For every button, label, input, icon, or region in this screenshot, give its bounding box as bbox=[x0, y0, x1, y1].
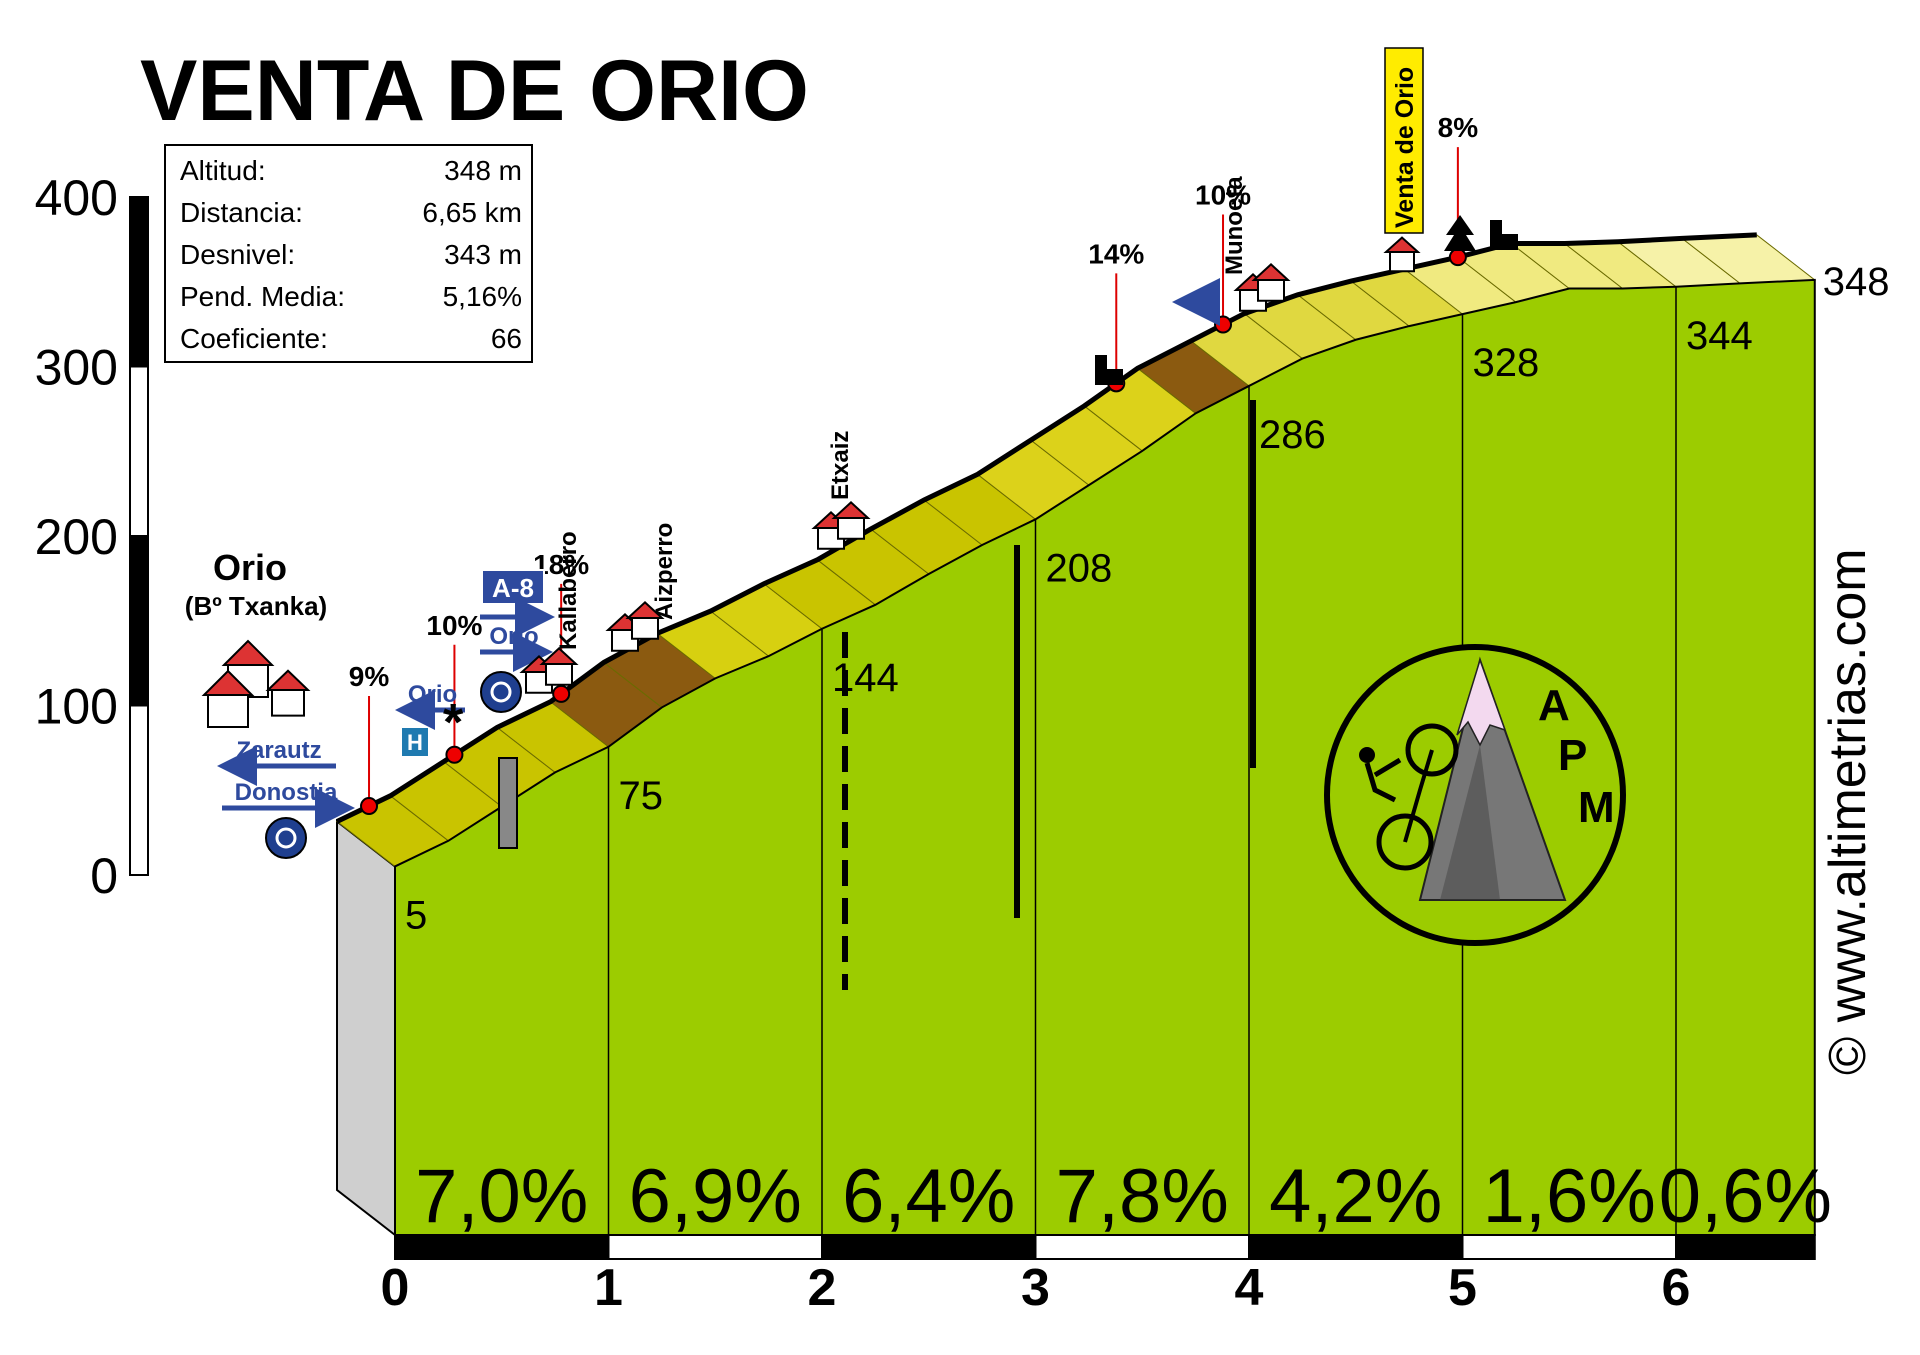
roundabout-icon bbox=[265, 817, 307, 859]
hotel-icon: H bbox=[407, 730, 423, 755]
segment-gradient-label: 7,8% bbox=[1056, 1154, 1229, 1239]
venta-de-orio-sign bbox=[1384, 47, 1424, 234]
scale-segment bbox=[129, 365, 149, 537]
gradient-marker-dot bbox=[445, 745, 464, 764]
roundabout-icon bbox=[480, 671, 522, 713]
donostia-sign-label: Donostia bbox=[235, 779, 338, 806]
place-label-munoeta: Munoeta bbox=[1221, 176, 1248, 275]
hotel-icon bbox=[402, 728, 428, 756]
profile-front-face bbox=[394, 278, 1816, 1236]
info-label: Coeficiente: bbox=[180, 323, 328, 354]
church-icon bbox=[1095, 355, 1123, 385]
house-icon bbox=[831, 501, 871, 540]
a8-sign-label: A-8 bbox=[492, 573, 534, 603]
y-tick-label: 0 bbox=[90, 848, 118, 904]
x-tick-label: 3 bbox=[1021, 1259, 1050, 1317]
y-scale-bar: 400 300 200 100 0 bbox=[35, 170, 149, 904]
house-icon bbox=[539, 647, 579, 686]
gradient-marker-dot bbox=[1214, 315, 1233, 334]
segment-gradient-label: 1,6% bbox=[1483, 1154, 1656, 1239]
place-label-kallaberro: Kallaberro bbox=[555, 531, 582, 650]
segment-gradient-label: 4,2% bbox=[1269, 1154, 1442, 1239]
scale-segment bbox=[129, 535, 149, 707]
km-altitude-label: 75 bbox=[619, 774, 664, 818]
gradient-marker-dot bbox=[552, 684, 571, 703]
km-band bbox=[1248, 1234, 1464, 1260]
x-tick-label: 4 bbox=[1235, 1259, 1264, 1317]
km-band bbox=[1034, 1234, 1250, 1260]
house-icon bbox=[201, 669, 255, 728]
gradient-marker-dot bbox=[360, 797, 379, 816]
y-tick-label: 300 bbox=[35, 340, 118, 396]
peak-gradient-label: 10% bbox=[426, 610, 482, 641]
info-value: 6,65 km bbox=[422, 197, 522, 228]
y-tick-label: 400 bbox=[35, 170, 118, 226]
place-label-aizperro: Aizperro bbox=[651, 523, 678, 620]
house-icon bbox=[1383, 236, 1421, 273]
info-label: Altitud: bbox=[180, 155, 266, 186]
orio-2-sign-label: Orio bbox=[489, 623, 538, 650]
scale-segment bbox=[129, 704, 149, 876]
road-post-icon bbox=[498, 757, 518, 849]
info-label: Distancia: bbox=[180, 197, 303, 228]
watermark: © www.altimetrias.com bbox=[1819, 548, 1877, 1075]
segment-gradient-label: 0,6% bbox=[1659, 1154, 1832, 1239]
y-tick-label: 100 bbox=[35, 679, 118, 735]
x-tick-label: 5 bbox=[1448, 1259, 1477, 1317]
segment-gradient-label: 6,9% bbox=[629, 1154, 802, 1239]
info-value: 66 bbox=[491, 323, 522, 354]
km-altitude-label: 348 bbox=[1823, 260, 1890, 304]
peak-gradient-label: 9% bbox=[349, 661, 390, 692]
annotations: Orio(Bº Txanka)ZarautzDonostiaOrioOrioA-… bbox=[185, 47, 1518, 990]
church-icon bbox=[1490, 220, 1518, 250]
peak-gradient-label: 8% bbox=[1438, 112, 1479, 143]
info-label: Desnivel: bbox=[180, 239, 295, 270]
segment-gradient-label: 6,4% bbox=[842, 1154, 1015, 1239]
x-tick-label: 6 bbox=[1662, 1259, 1691, 1317]
km-band bbox=[394, 1234, 610, 1260]
segment-gradient-label: 7,0% bbox=[415, 1154, 588, 1239]
peak-gradient-label: 14% bbox=[1088, 238, 1144, 269]
km-altitude-label: 344 bbox=[1686, 314, 1753, 358]
house-icon bbox=[1251, 263, 1291, 302]
tree-icon bbox=[1444, 215, 1476, 251]
x-tick-label: 1 bbox=[594, 1259, 623, 1317]
scale-segment bbox=[129, 196, 149, 368]
place-label-orio: Orio bbox=[213, 547, 287, 588]
profile-side-wall bbox=[336, 819, 396, 1238]
asterisk-icon: * bbox=[1195, 284, 1216, 342]
x-tick-label: 2 bbox=[808, 1259, 837, 1317]
house-icon bbox=[265, 669, 311, 717]
place-label-venta-de-orio: Venta de Orio bbox=[1391, 67, 1419, 228]
info-box: Altitud: 348 m Distancia: 6,65 km Desnivel: 3… bbox=[164, 144, 533, 363]
info-value: 343 m bbox=[444, 239, 522, 270]
house-icon bbox=[625, 601, 665, 640]
asterisk-icon: * bbox=[443, 694, 464, 752]
info-value: 5,16% bbox=[443, 281, 522, 312]
zarautz-sign-label: Zarautz bbox=[236, 737, 321, 764]
km-altitude-label: 5 bbox=[405, 893, 427, 937]
info-label: Pend. Media: bbox=[180, 281, 345, 312]
km-band bbox=[607, 1234, 823, 1260]
km-altitude-label: 328 bbox=[1473, 341, 1540, 385]
x-tick-label: 0 bbox=[381, 1259, 410, 1317]
km-altitude-label: 208 bbox=[1046, 546, 1113, 590]
info-value: 348 m bbox=[444, 155, 522, 186]
gradient-marker-dot bbox=[1448, 248, 1467, 267]
peak-gradient-label: 10% bbox=[1195, 180, 1251, 211]
km-band bbox=[1675, 1234, 1816, 1260]
chart-title: VENTA DE ORIO bbox=[140, 43, 809, 139]
y-tick-label: 200 bbox=[35, 509, 118, 565]
place-label-etxaiz: Etxaiz bbox=[827, 431, 854, 500]
km-altitude-label: 286 bbox=[1259, 413, 1326, 457]
place-sublabel-orio: (Bº Txanka) bbox=[185, 591, 327, 621]
profile-area: 7,0% 6,9% 6,4% 7,8% 4,2% 1,6% 0,6% 0 1 2 3 4 5 6 5 75 14… bbox=[335, 112, 1890, 1317]
